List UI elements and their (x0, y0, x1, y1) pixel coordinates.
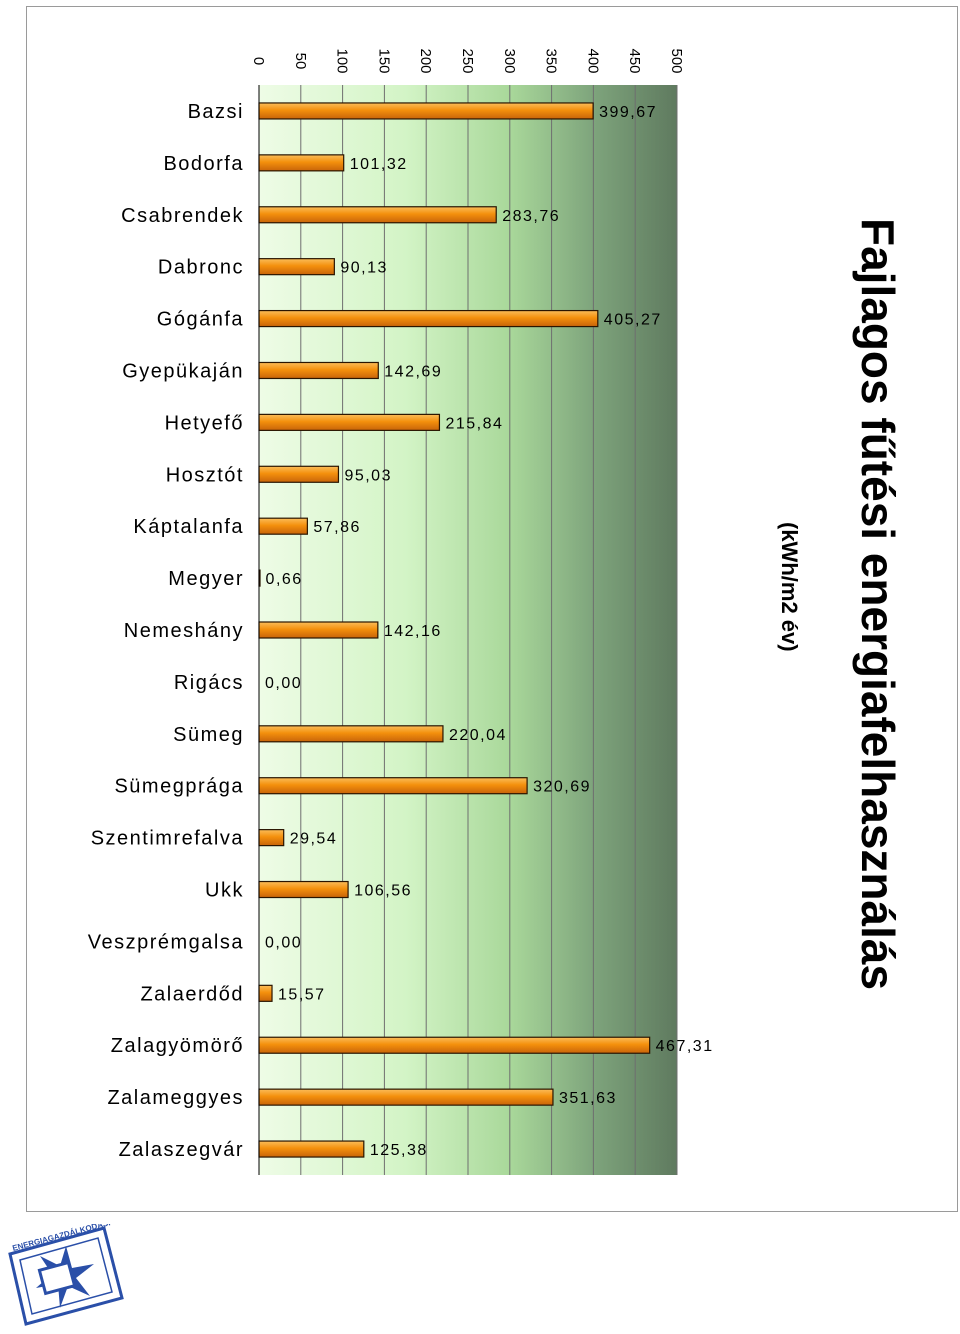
bar-8 (258, 517, 308, 535)
data-label-9: 0,66 (266, 571, 303, 588)
category-label-0: Bazsi (188, 101, 244, 123)
category-label-12: Sümeg (173, 724, 244, 746)
data-label-17: 15,57 (278, 986, 326, 1003)
category-label-3: Dabronc (158, 257, 244, 279)
category-label-2: Csabrendek (121, 205, 244, 227)
category-label-20: Zalaszegvár (119, 1139, 244, 1161)
bar-4 (258, 309, 599, 328)
data-label-18: 467,31 (656, 1038, 714, 1055)
category-label-7: Hosztót (166, 464, 244, 486)
bar-12 (258, 725, 444, 743)
data-label-5: 142,69 (384, 363, 442, 380)
category-label-11: Rigács (174, 672, 244, 694)
bar-3 (258, 258, 335, 276)
data-label-13: 320,69 (533, 779, 591, 796)
category-label-4: Gógánfa (157, 309, 244, 331)
category-label-1: Bodorfa (163, 153, 244, 175)
category-label-8: Káptalanfa (133, 516, 244, 538)
data-label-11: 0,00 (265, 675, 302, 692)
tick-label-200: 200 (417, 48, 434, 73)
bar-0 (258, 102, 594, 120)
bar-18 (258, 1036, 651, 1054)
chart-title: Fajlagos fűtési energiafelhasználás (852, 218, 904, 990)
data-label-15: 106,56 (354, 883, 412, 900)
tick-label-250: 250 (459, 48, 476, 73)
data-label-4: 405,27 (604, 312, 662, 329)
tick-label-400: 400 (584, 48, 601, 73)
data-label-19: 351,63 (559, 1090, 617, 1107)
category-labels: Bazsi Bodorfa Csabrendek Dabronc Gógánfa Gyep… (88, 101, 244, 1161)
bars (258, 102, 651, 1158)
tick-label-150: 150 (375, 48, 392, 73)
category-label-15: Ukk (205, 880, 244, 902)
category-label-16: Veszprémgalsa (88, 931, 244, 953)
bar-20 (258, 1140, 365, 1158)
bar-13 (258, 777, 528, 795)
bar-7 (258, 465, 340, 483)
category-label-9: Megyer (168, 568, 244, 590)
bar-17 (258, 984, 273, 1002)
bar-19 (258, 1088, 554, 1106)
data-label-1: 101,32 (350, 156, 408, 173)
data-label-20: 125,38 (370, 1142, 428, 1159)
data-label-7: 95,03 (344, 467, 392, 484)
energy-agency-seal-icon: ENERGIAGAZDÁLKODÁSI (8, 1224, 124, 1326)
tick-label-500: 500 (668, 48, 685, 73)
tick-label-0: 0 (250, 57, 267, 65)
data-label-10: 142,16 (384, 623, 442, 640)
data-label-6: 215,84 (445, 415, 503, 432)
category-label-18: Zalagyömörő (111, 1035, 244, 1057)
chart-subtitle: (kWh/m2 év) (777, 522, 802, 652)
data-label-16: 0,00 (265, 934, 302, 951)
data-label-8: 57,86 (313, 519, 361, 536)
axis-tick-labels: 0 50 100 150 200 250 300 350 400 450 500 (250, 48, 685, 73)
data-label-3: 90,13 (340, 260, 388, 277)
data-label-12: 220,04 (449, 727, 507, 744)
bar-1 (258, 154, 345, 172)
bar-15 (258, 880, 349, 899)
tick-label-350: 350 (543, 48, 560, 73)
category-label-10: Nemeshány (124, 620, 244, 642)
tick-label-450: 450 (626, 48, 643, 73)
data-label-0: 399,67 (599, 104, 657, 121)
tick-label-50: 50 (292, 53, 309, 70)
chart-frame (26, 6, 958, 1212)
data-label-14: 29,54 (290, 831, 338, 848)
category-label-13: Sümegprága (114, 776, 244, 798)
tick-label-300: 300 (501, 48, 518, 73)
category-label-5: Gyepükaján (122, 360, 244, 382)
bar-14 (258, 829, 285, 847)
data-labels: 399,67 101,32 283,76 90,13 405,27 142,69 215,8… (265, 104, 714, 1159)
category-label-19: Zalameggyes (107, 1087, 244, 1109)
category-label-17: Zalaerdőd (140, 983, 244, 1005)
bar-6 (258, 413, 441, 431)
bar-2 (258, 206, 497, 224)
data-label-2: 283,76 (502, 208, 560, 225)
category-label-14: Szentimrefalva (91, 828, 244, 850)
tick-label-100: 100 (334, 48, 351, 73)
category-label-6: Hetyefő (165, 412, 244, 434)
bar-10 (258, 621, 379, 639)
bar-5 (258, 361, 379, 380)
